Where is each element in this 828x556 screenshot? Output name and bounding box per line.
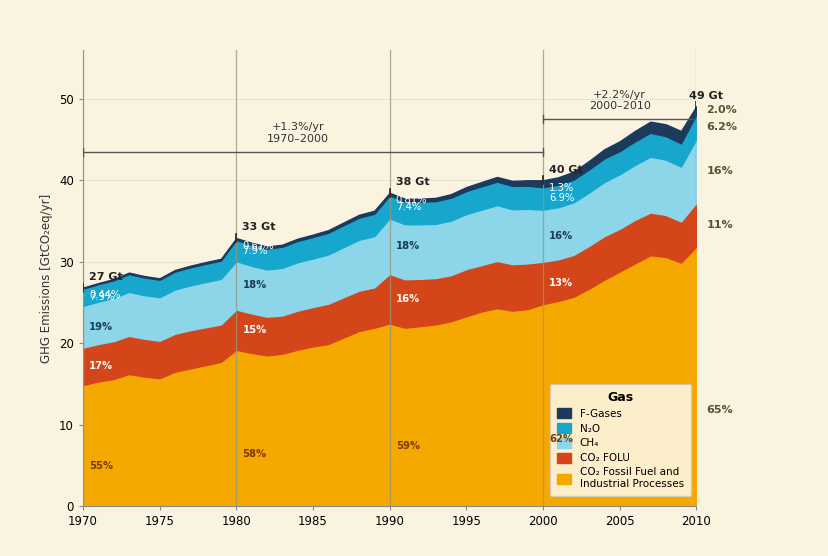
Text: 16%: 16% bbox=[705, 166, 732, 176]
Text: 7.9%: 7.9% bbox=[242, 246, 267, 256]
Text: 7.9%: 7.9% bbox=[89, 292, 114, 302]
Text: +1.3%/yr
1970–2000: +1.3%/yr 1970–2000 bbox=[267, 122, 328, 143]
Text: 58%: 58% bbox=[242, 449, 267, 459]
Text: 27 Gt: 27 Gt bbox=[89, 272, 123, 282]
Text: 11%: 11% bbox=[705, 220, 732, 230]
Text: 40 Gt: 40 Gt bbox=[548, 165, 582, 175]
Text: 0.44%: 0.44% bbox=[89, 290, 120, 300]
Text: 18%: 18% bbox=[395, 241, 420, 251]
Text: 1.3%: 1.3% bbox=[548, 183, 574, 193]
Text: 13%: 13% bbox=[548, 278, 573, 288]
Text: +2.2%/yr
2000–2010: +2.2%/yr 2000–2010 bbox=[588, 90, 650, 111]
Text: 19%: 19% bbox=[89, 322, 113, 332]
Text: 55%: 55% bbox=[89, 461, 113, 471]
Text: 49 Gt: 49 Gt bbox=[688, 91, 722, 101]
Y-axis label: GHG Emissions [GtCO₂eq/yr]: GHG Emissions [GtCO₂eq/yr] bbox=[41, 193, 53, 363]
Text: 2.0%: 2.0% bbox=[705, 105, 736, 115]
Text: 38 Gt: 38 Gt bbox=[395, 177, 429, 187]
Text: 18%: 18% bbox=[242, 280, 267, 290]
Legend: F-Gases, N₂O, CH₄, CO₂ FOLU, CO₂ Fossil Fuel and
Industrial Processes: F-Gases, N₂O, CH₄, CO₂ FOLU, CO₂ Fossil … bbox=[549, 384, 691, 496]
Text: 59%: 59% bbox=[395, 441, 419, 451]
Text: 16%: 16% bbox=[395, 294, 420, 304]
Text: 0.67%: 0.67% bbox=[242, 241, 274, 251]
Text: 65%: 65% bbox=[705, 405, 732, 415]
Text: 6.2%: 6.2% bbox=[705, 122, 736, 132]
Text: 17%: 17% bbox=[89, 361, 113, 371]
Text: 33 Gt: 33 Gt bbox=[242, 222, 276, 232]
Text: 15%: 15% bbox=[242, 325, 267, 335]
Text: 6.9%: 6.9% bbox=[548, 193, 574, 203]
Text: 7.4%: 7.4% bbox=[395, 202, 421, 212]
Text: 0.81%: 0.81% bbox=[395, 195, 426, 205]
Text: 62%: 62% bbox=[548, 434, 572, 444]
Text: 16%: 16% bbox=[548, 231, 573, 241]
